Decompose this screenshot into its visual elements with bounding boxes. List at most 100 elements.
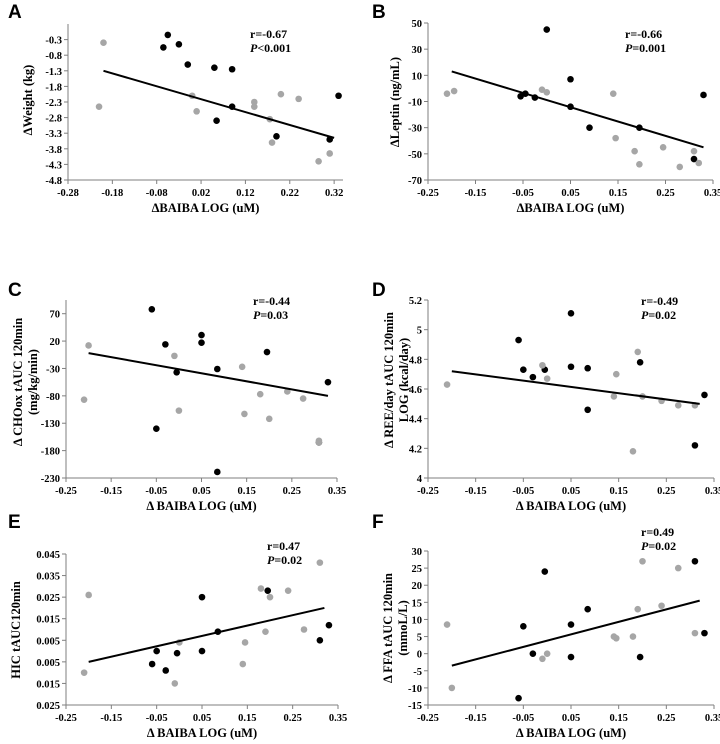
black-data-point <box>173 368 180 376</box>
black-data-point <box>567 75 574 83</box>
y-tick-label: 4.2 <box>409 444 422 455</box>
gray-data-point <box>543 89 551 96</box>
black-data-point <box>173 649 181 657</box>
gray-data-point <box>609 90 617 97</box>
x-tick-label: -0.15 <box>465 713 487 724</box>
r-value: r=0.47 <box>267 539 300 553</box>
gray-data-point <box>250 103 258 110</box>
gray-data-point <box>193 108 200 115</box>
y-tick-label: -4.3 <box>45 160 62 171</box>
gray-data-point <box>629 633 637 640</box>
y-tick-label: -130 <box>41 419 60 430</box>
gray-data-point <box>631 147 638 155</box>
y-tick-label: -2.3 <box>45 98 62 109</box>
y-tick-label: -30 <box>46 364 60 375</box>
black-data-point <box>584 364 591 372</box>
gray-data-point <box>695 159 703 167</box>
black-data-point <box>153 425 160 433</box>
black-data-point <box>148 306 156 313</box>
p-value: P<0.001 <box>250 41 291 55</box>
x-tick-label: 0.15 <box>609 713 627 724</box>
y-tick-label: -4.8 <box>45 176 62 187</box>
x-tick-label: 0.15 <box>238 713 256 724</box>
y-tick-label: 4 <box>417 474 423 485</box>
y-axis-label: Δ FFA tAUC 120min <box>381 573 395 683</box>
regression-line <box>103 69 335 139</box>
gray-data-point <box>539 655 546 663</box>
x-tick-label: 0.02 <box>192 188 210 199</box>
y-axis-label: (mg/kg/min) <box>26 349 40 415</box>
p-value: P=0.001 <box>625 41 666 55</box>
y-tick-label: 25 <box>412 564 423 575</box>
gray-data-point <box>448 684 456 692</box>
y-axis-label: Δ CHOox tAUC 120min <box>11 318 25 446</box>
black-data-point <box>584 406 591 414</box>
y-tick-label: 20 <box>50 337 61 348</box>
black-data-point <box>153 647 160 655</box>
y-tick-label: 5 <box>417 633 422 644</box>
gray-data-point <box>256 390 264 398</box>
x-tick-label: -0.05 <box>512 188 534 199</box>
black-data-point <box>515 336 522 344</box>
panel-a: A -0.3 -0.8 -1.3 -1.8 -2.3 -2.8 -3.3 -3.8 -4.3 -4.… <box>8 2 343 215</box>
x-tick-label: -0.15 <box>465 486 487 497</box>
x-axis-label: Δ BAIBA LOG (uM) <box>147 726 257 740</box>
black-data-point <box>264 587 272 594</box>
y-tick-label: -70 <box>408 176 422 187</box>
gray-data-point <box>634 348 642 356</box>
gray-data-point <box>100 39 107 47</box>
black-data-point <box>324 378 332 386</box>
y-tick-label: -230 <box>41 474 60 485</box>
black-data-point <box>213 117 220 125</box>
y-tick-label: -50 <box>408 150 422 161</box>
gray-data-point <box>257 585 265 592</box>
black-data-point <box>691 557 699 565</box>
black-data-point <box>228 65 236 73</box>
black-data-point <box>567 621 575 628</box>
y-axis-label: (mmoL/L) <box>396 600 410 656</box>
y-tick-label: 0.045 <box>36 550 60 561</box>
black-data-point <box>636 653 644 661</box>
gray-data-point <box>612 634 620 642</box>
black-data-point <box>184 61 192 68</box>
black-data-point <box>567 653 575 661</box>
gray-data-point <box>443 621 451 628</box>
x-tick-label: -0.05 <box>512 713 534 724</box>
black-data-point <box>520 366 527 374</box>
gray-data-point <box>262 628 269 635</box>
x-tick-label: 0.35 <box>328 486 346 497</box>
x-tick-label: 0.05 <box>562 713 580 724</box>
gray-data-point <box>326 150 333 157</box>
y-tick-label: 10 <box>412 615 423 626</box>
x-tick-label: -0.25 <box>417 188 439 199</box>
y-tick-label: -3.8 <box>45 145 62 156</box>
x-tick-label: 0.15 <box>609 486 627 497</box>
panel-letter: F <box>372 512 384 533</box>
black-data-point <box>164 31 172 39</box>
x-tick-label: 0.25 <box>656 188 674 199</box>
y-tick-label: -10 <box>408 98 422 109</box>
gray-data-point <box>80 396 88 403</box>
gray-data-point <box>674 402 682 409</box>
gray-data-point <box>239 660 247 668</box>
y-tick-label: 50 <box>412 19 423 30</box>
y-axis-label: ΔLeptin (ng/mL) <box>388 57 402 147</box>
black-data-point <box>198 331 205 339</box>
black-data-point <box>700 91 707 99</box>
gray-data-point <box>300 626 308 633</box>
panel-letter: E <box>8 512 21 533</box>
x-tick-label: 0.25 <box>283 713 301 724</box>
y-tick-label: -15 <box>408 701 422 712</box>
y-tick-label: -30 <box>408 124 422 135</box>
black-data-point <box>316 636 324 644</box>
y-tick-label: 30 <box>412 547 423 558</box>
x-tick-label: 0.15 <box>609 188 627 199</box>
gray-data-point <box>238 363 246 371</box>
black-data-point <box>263 348 271 356</box>
black-data-point <box>198 647 206 655</box>
x-tick-label: 0.32 <box>325 188 343 199</box>
black-data-point <box>160 44 167 51</box>
black-data-point <box>690 155 698 163</box>
x-tick-label: 0.05 <box>193 713 211 724</box>
y-tick-label: 5 <box>417 326 422 337</box>
